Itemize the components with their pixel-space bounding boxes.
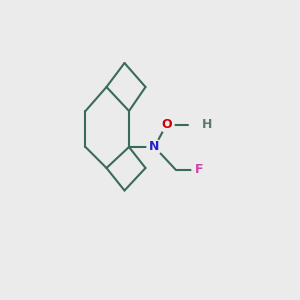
Text: N: N [149,140,160,154]
Circle shape [200,117,214,132]
Circle shape [159,117,174,132]
Text: H: H [202,118,212,131]
Text: O: O [161,118,172,131]
Circle shape [147,140,162,154]
Circle shape [192,162,207,177]
Text: F: F [195,163,204,176]
